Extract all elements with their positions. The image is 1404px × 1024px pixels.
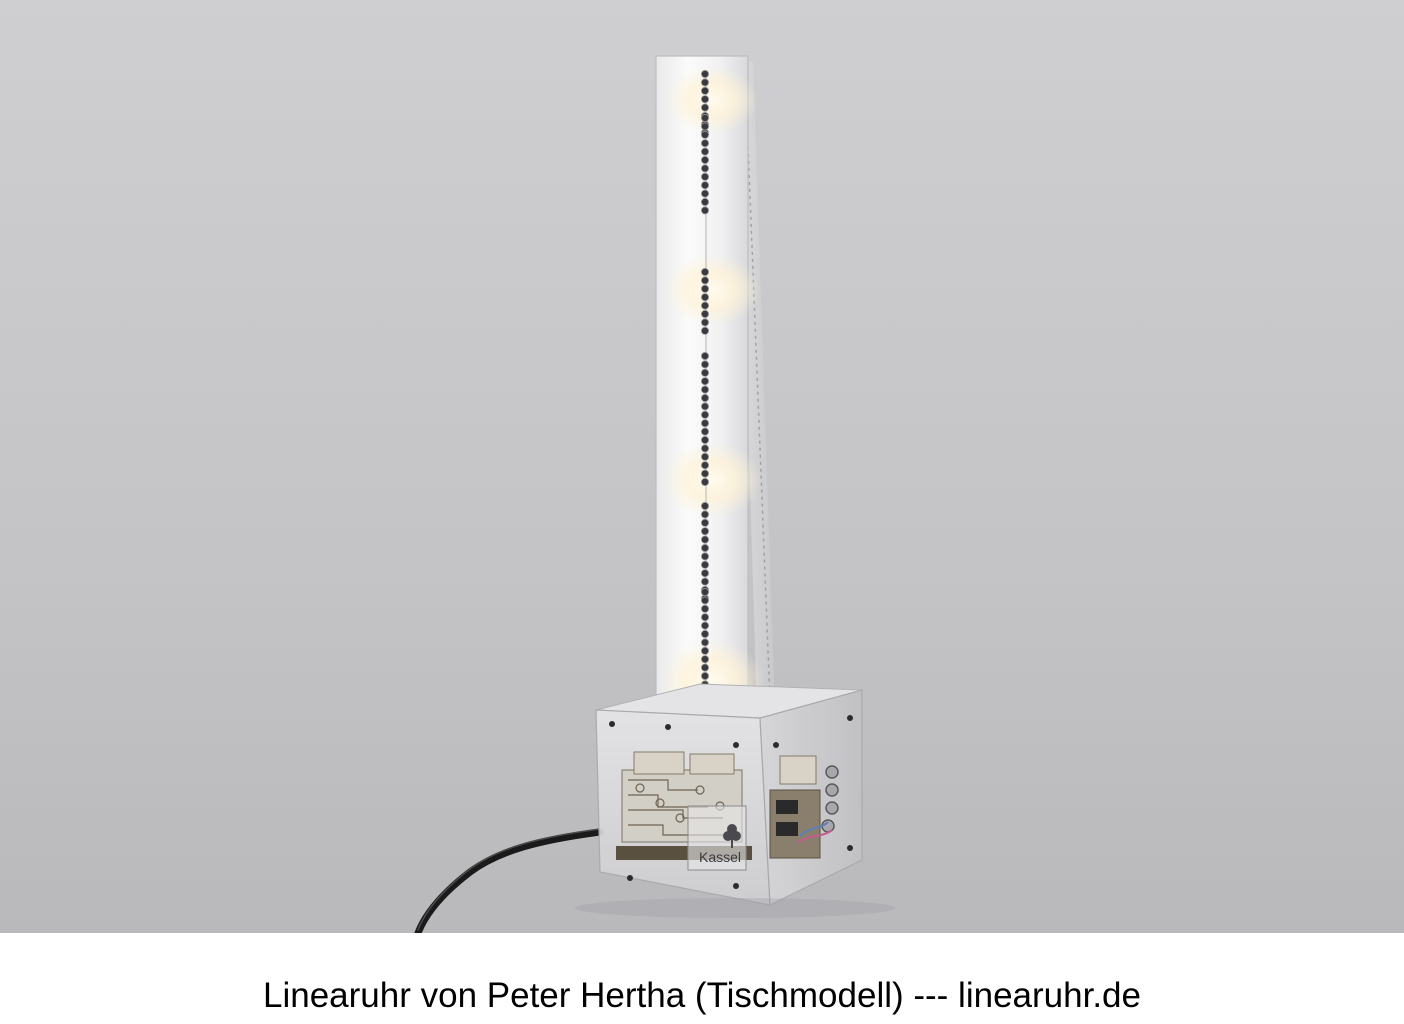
led-dot bbox=[701, 621, 710, 630]
led-dot bbox=[701, 284, 710, 293]
column-side-edge bbox=[744, 69, 771, 701]
led-dot bbox=[701, 189, 710, 198]
led-dot bbox=[701, 377, 710, 386]
led-dot bbox=[701, 427, 710, 436]
power-cable-highlight bbox=[417, 828, 601, 931]
led-dot bbox=[701, 293, 710, 302]
led-dot bbox=[701, 351, 710, 360]
acrylic-base: Kassel bbox=[595, 683, 863, 906]
led-dot bbox=[701, 613, 710, 622]
lamp-glow bbox=[662, 442, 762, 518]
led-dot bbox=[701, 172, 710, 181]
ribbon-wire bbox=[797, 829, 833, 843]
floor-shadow bbox=[575, 898, 895, 918]
connector-block bbox=[633, 751, 685, 775]
led-dot bbox=[701, 518, 710, 527]
lamp-glow bbox=[666, 66, 758, 134]
led-dot bbox=[701, 527, 710, 536]
power-cable bbox=[414, 828, 604, 933]
knob bbox=[825, 765, 839, 779]
led-dot bbox=[701, 385, 710, 394]
led-dot bbox=[701, 588, 710, 597]
side-connector bbox=[779, 755, 817, 785]
led-dot bbox=[701, 309, 710, 318]
led-dot bbox=[701, 452, 710, 461]
led-dot bbox=[701, 326, 710, 335]
knob bbox=[825, 783, 839, 797]
led-dot bbox=[701, 663, 710, 672]
led-dot bbox=[701, 655, 710, 664]
led-dot bbox=[701, 267, 710, 276]
connector-block bbox=[689, 753, 735, 775]
led-dot bbox=[701, 147, 710, 156]
lamp-glow bbox=[664, 254, 760, 326]
led-dot bbox=[701, 103, 710, 112]
ic-chip bbox=[776, 822, 798, 836]
led-dot bbox=[701, 360, 710, 369]
led-dot bbox=[701, 477, 710, 486]
led-dot bbox=[701, 435, 710, 444]
led-dot bbox=[701, 78, 710, 87]
led-dot bbox=[701, 402, 710, 411]
led-dot bbox=[701, 155, 710, 164]
led-dot bbox=[701, 114, 710, 123]
led-dot bbox=[701, 70, 710, 79]
photo-caption: Linearuhr von Peter Hertha (Tischmodell)… bbox=[263, 976, 1141, 1015]
led-dot bbox=[701, 197, 710, 206]
led-dot bbox=[701, 95, 710, 104]
led-dot bbox=[701, 164, 710, 173]
led-dot bbox=[701, 604, 710, 613]
led-column bbox=[701, 70, 710, 706]
led-dot bbox=[701, 646, 710, 655]
led-dot bbox=[701, 444, 710, 453]
led-dot bbox=[701, 544, 710, 553]
led-dot bbox=[701, 461, 710, 470]
led-dot bbox=[701, 638, 710, 647]
led-dot bbox=[701, 535, 710, 544]
led-dot bbox=[701, 672, 710, 681]
led-dot bbox=[701, 630, 710, 639]
ic-chip bbox=[776, 800, 798, 814]
led-dot bbox=[701, 181, 710, 190]
led-dot bbox=[701, 552, 710, 561]
led-dot bbox=[701, 510, 710, 519]
led-dot bbox=[701, 130, 710, 139]
led-dot bbox=[701, 368, 710, 377]
led-dot bbox=[701, 419, 710, 428]
led-dot bbox=[701, 569, 710, 578]
led-dot bbox=[701, 501, 710, 510]
led-dot bbox=[701, 276, 710, 285]
led-dot bbox=[701, 560, 710, 569]
led-dot bbox=[701, 139, 710, 148]
ribbon-wire bbox=[799, 821, 829, 837]
led-dot bbox=[701, 206, 710, 215]
knob bbox=[825, 801, 839, 815]
linearuhr-photo: Kassel bbox=[0, 0, 1404, 933]
screws bbox=[609, 715, 853, 889]
led-dot bbox=[701, 410, 710, 419]
led-dot bbox=[701, 469, 710, 478]
led-dot bbox=[701, 122, 710, 131]
led-dot bbox=[701, 301, 710, 310]
clover-logo bbox=[723, 824, 741, 848]
led-dot bbox=[701, 577, 710, 586]
base-logo-text: Kassel bbox=[699, 849, 741, 865]
led-dot bbox=[701, 318, 710, 327]
led-dot bbox=[701, 393, 710, 402]
led-dot bbox=[701, 86, 710, 95]
linearuhr-illustration: Kassel bbox=[0, 0, 1404, 933]
led-dot bbox=[701, 596, 710, 605]
